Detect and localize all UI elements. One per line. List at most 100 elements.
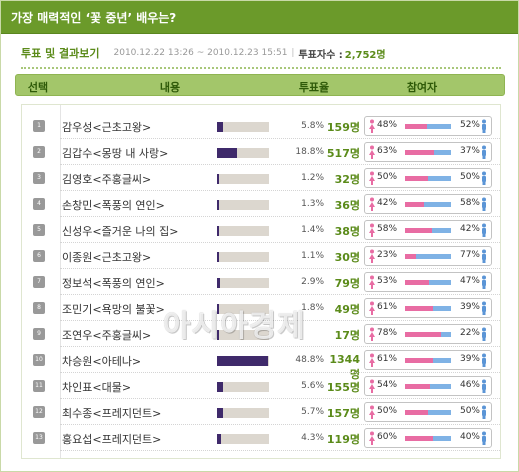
participant-gender-box: 23% 77% xyxy=(364,246,492,266)
female-icon xyxy=(369,223,375,237)
row-divider xyxy=(60,216,500,217)
male-percent: 77% xyxy=(459,250,480,260)
participant-gender-box: 63% 37% xyxy=(364,142,492,162)
male-percent: 39% xyxy=(459,354,480,364)
vote-bar-fill xyxy=(217,174,219,184)
title-bar: 가장 매력적인 ‘꽃 중년’ 배우는? xyxy=(1,1,518,34)
female-ratio-fill xyxy=(405,150,434,155)
male-percent: 22% xyxy=(459,328,480,338)
total-votes-label: 투표자수 : xyxy=(298,49,343,61)
select-option-1[interactable]: 1 xyxy=(33,120,45,132)
select-option-5[interactable]: 5 xyxy=(33,224,45,236)
row-divider xyxy=(60,320,500,321)
vote-percent: 2.9% xyxy=(301,277,324,287)
row-divider xyxy=(60,372,500,373)
vote-bar-track xyxy=(217,382,269,392)
vote-bar-fill xyxy=(217,356,268,366)
vote-bar-track xyxy=(217,226,269,236)
male-icon xyxy=(482,275,486,289)
vote-bar-fill xyxy=(217,434,222,444)
info-separator: | xyxy=(291,48,295,58)
gender-ratio-bar xyxy=(405,280,451,285)
male-icon xyxy=(482,145,486,159)
candidate-name: 김갑수<몽땅 내 사랑> xyxy=(62,147,169,160)
gender-ratio-bar xyxy=(405,150,451,155)
vote-bar-track xyxy=(217,122,269,132)
female-ratio-fill xyxy=(405,332,441,337)
participant-gender-box: 60% 40% xyxy=(364,428,492,448)
select-option-3[interactable]: 3 xyxy=(33,172,45,184)
vote-percent: 5.6% xyxy=(301,381,324,391)
male-percent: 39% xyxy=(459,302,480,312)
candidate-name: 감우성<근초고왕> xyxy=(62,121,152,134)
poll-question: 가장 매력적인 ‘꽃 중년’ 배우는? xyxy=(11,11,177,25)
row-divider xyxy=(60,346,500,347)
table-row: 13 홍요섭<프레지던트> 4.3% 119명 60% 40% xyxy=(22,425,500,451)
select-option-7[interactable]: 7 xyxy=(33,276,45,288)
male-percent: 40% xyxy=(459,432,480,442)
row-divider xyxy=(60,268,500,269)
male-percent: 42% xyxy=(459,224,480,234)
candidate-name: 차인표<대물> xyxy=(62,381,132,394)
candidate-name: 김영호<주홍글씨> xyxy=(62,173,152,186)
vote-percent: 1.4% xyxy=(301,225,324,235)
female-ratio-fill xyxy=(405,384,430,389)
header-content: 내용 xyxy=(159,81,181,94)
participant-gender-box: 48% 52% xyxy=(364,116,492,136)
male-icon xyxy=(482,197,486,211)
select-option-4[interactable]: 4 xyxy=(33,198,45,210)
female-ratio-fill xyxy=(405,436,433,441)
candidate-name: 조민기<욕망의 불꽃> xyxy=(62,303,165,316)
table-row: 2 김갑수<몽땅 내 사랑> 18.8% 517명 63% 37% xyxy=(22,139,500,165)
male-icon xyxy=(482,249,486,263)
candidate-name: 손창민<폭풍의 연인> xyxy=(62,199,165,212)
candidate-name: 조연우<주홍글씨> xyxy=(62,329,152,342)
table-row: 6 이종원<근초고왕> 1.1% 30명 23% 77% xyxy=(22,243,500,269)
candidate-name: 이종원<근초고왕> xyxy=(62,251,152,264)
vote-bar-track xyxy=(217,330,269,340)
participant-gender-box: 53% 47% xyxy=(364,272,492,292)
candidate-name: 정보석<폭풍의 연인> xyxy=(62,277,165,290)
section-title: 투표 및 결과보기 xyxy=(21,47,100,60)
row-divider xyxy=(60,294,500,295)
select-option-8[interactable]: 8 xyxy=(33,302,45,314)
gender-ratio-bar xyxy=(405,436,451,441)
table-row: 4 손창민<폭풍의 연인> 1.3% 36명 42% 58% xyxy=(22,191,500,217)
vote-percent: 48.8% xyxy=(295,355,324,365)
row-divider xyxy=(60,424,500,425)
female-percent: 23% xyxy=(377,250,398,260)
select-option-2[interactable]: 2 xyxy=(33,146,45,158)
vote-bar-track xyxy=(217,278,269,288)
table-row: 10 차승원<아테나> 48.8% 1344명 61% 39% xyxy=(22,347,500,381)
select-option-11[interactable]: 11 xyxy=(33,380,45,392)
select-option-13[interactable]: 13 xyxy=(33,432,45,444)
gender-ratio-bar xyxy=(405,176,451,181)
select-option-12[interactable]: 12 xyxy=(33,406,45,418)
gender-ratio-bar xyxy=(405,410,451,415)
participant-gender-box: 61% 39% xyxy=(364,298,492,318)
female-icon xyxy=(369,119,375,133)
watermark: 아시아경제 xyxy=(163,309,306,344)
vote-count: 17명 xyxy=(334,329,360,342)
select-option-6[interactable]: 6 xyxy=(33,250,45,262)
table-row: 9 조연우<주홍글씨> 17명 78% 22% xyxy=(22,321,500,347)
female-percent: 58% xyxy=(377,224,398,234)
male-percent: 50% xyxy=(459,172,480,182)
select-option-9[interactable]: 9 xyxy=(33,328,45,340)
vote-bar-track xyxy=(217,356,269,366)
male-percent: 47% xyxy=(459,276,480,286)
female-percent: 48% xyxy=(377,120,398,130)
vote-count: 36명 xyxy=(334,199,360,212)
gender-ratio-bar xyxy=(405,124,451,129)
vote-count: 157명 xyxy=(326,407,360,420)
vote-percent: 1.2% xyxy=(301,173,324,183)
select-option-10[interactable]: 10 xyxy=(33,354,45,366)
vote-bar-fill xyxy=(217,278,221,288)
candidate-name: 차승원<아테나> xyxy=(62,355,142,368)
female-icon xyxy=(369,327,375,341)
vote-count: 1344명 xyxy=(329,353,360,381)
participant-gender-box: 42% 58% xyxy=(364,194,492,214)
male-percent: 50% xyxy=(459,406,480,416)
female-percent: 78% xyxy=(377,328,398,338)
female-icon xyxy=(369,249,375,263)
